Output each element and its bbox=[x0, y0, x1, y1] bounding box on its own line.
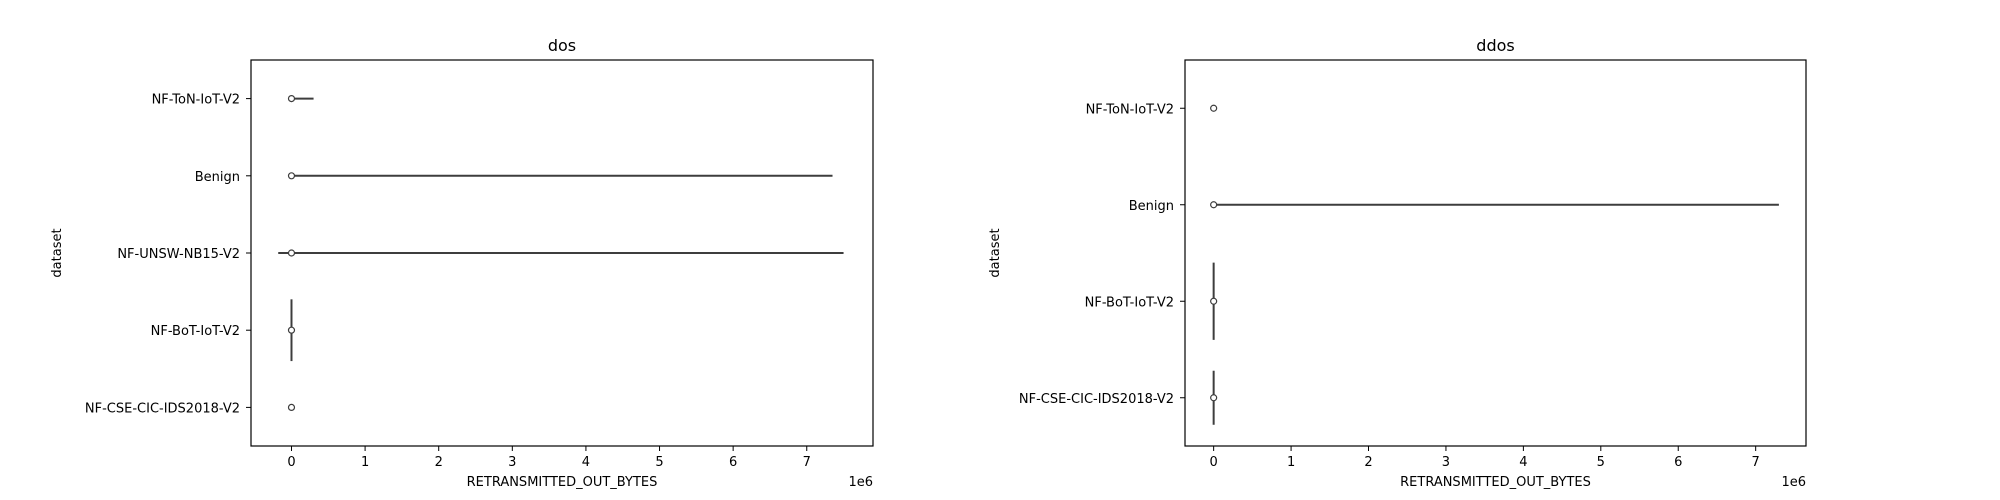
x-tick-label-1-5: 5 bbox=[655, 455, 663, 470]
y-tick-label-1-3: NF-UNSW-NB15-V2 bbox=[117, 247, 240, 262]
x-tick-label-1-3: 3 bbox=[508, 455, 516, 470]
x-tick-label-2-3: 3 bbox=[1442, 455, 1450, 470]
median-point-2-2 bbox=[1210, 201, 1218, 209]
x-tick-label-2-7: 7 bbox=[1752, 455, 1760, 470]
y-tick-label-1-1: NF-ToN-IoT-V2 bbox=[152, 93, 240, 108]
y-axis-label-2: dataset bbox=[988, 228, 1003, 277]
x-tick-label-1-7: 7 bbox=[803, 455, 811, 470]
x-scale-label-1: 1e6 bbox=[848, 475, 873, 490]
y-axis-label-1: dataset bbox=[50, 228, 65, 277]
x-tick-label-2-2: 2 bbox=[1364, 455, 1372, 470]
x-tick-label-1-1: 1 bbox=[361, 455, 369, 470]
x-tick-label-1-4: 4 bbox=[582, 455, 590, 470]
median-point-2-4 bbox=[1210, 394, 1218, 402]
x-tick-label-2-6: 6 bbox=[1674, 455, 1682, 470]
x-scale-label-2: 1e6 bbox=[1781, 475, 1806, 490]
median-point-1-2 bbox=[287, 172, 296, 180]
x-tick-label-1-0: 0 bbox=[287, 455, 295, 470]
median-point-2-1 bbox=[1210, 104, 1218, 112]
y-tick-label-1-2: Benign bbox=[195, 170, 240, 185]
y-tick-label-2-3: NF-BoT-IoT-V2 bbox=[1085, 295, 1174, 310]
x-tick-label-2-1: 1 bbox=[1287, 455, 1295, 470]
x-axis-label-1: RETRANSMITTED_OUT_BYTES bbox=[467, 475, 658, 490]
x-tick-label-1-6: 6 bbox=[729, 455, 737, 470]
median-point-1-5 bbox=[287, 403, 296, 411]
y-tick-label-1-5: NF-CSE-CIC-IDS2018-V2 bbox=[85, 401, 240, 416]
x-tick-label-2-4: 4 bbox=[1519, 455, 1527, 470]
plot-frame-2 bbox=[1184, 59, 1807, 447]
x-axis-label-2: RETRANSMITTED_OUT_BYTES bbox=[1400, 475, 1591, 490]
y-tick-label-1-4: NF-BoT-IoT-V2 bbox=[151, 324, 240, 339]
chart-title-1: dos bbox=[548, 36, 576, 55]
y-tick-label-2-4: NF-CSE-CIC-IDS2018-V2 bbox=[1019, 392, 1174, 407]
x-tick-label-2-0: 0 bbox=[1210, 455, 1218, 470]
median-point-2-3 bbox=[1210, 297, 1218, 305]
x-tick-label-1-2: 2 bbox=[435, 455, 443, 470]
median-point-1-3 bbox=[287, 249, 296, 257]
chart-title-2: ddos bbox=[1476, 36, 1514, 55]
y-tick-label-2-1: NF-ToN-IoT-V2 bbox=[1086, 102, 1174, 117]
median-point-1-4 bbox=[287, 326, 296, 334]
median-point-1-1 bbox=[287, 94, 296, 103]
x-tick-label-2-5: 5 bbox=[1597, 455, 1605, 470]
y-tick-label-2-2: Benign bbox=[1129, 199, 1174, 214]
